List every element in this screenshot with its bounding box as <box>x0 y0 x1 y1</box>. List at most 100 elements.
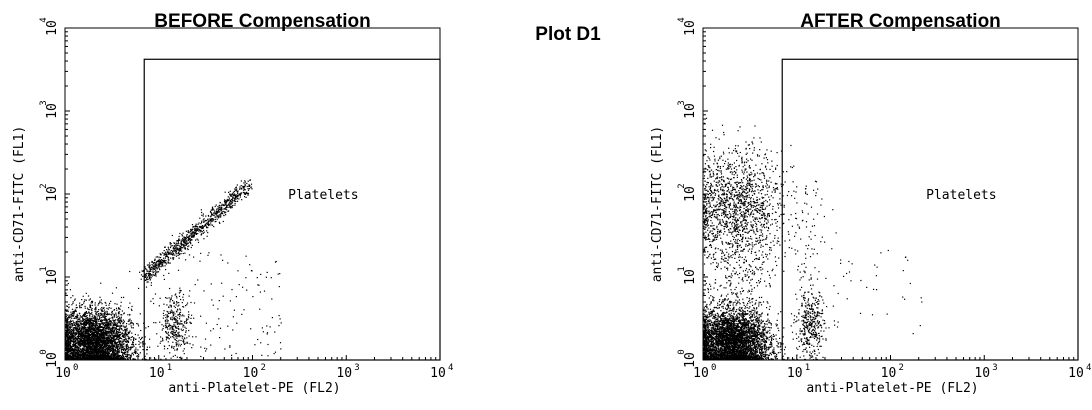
data-point <box>211 224 214 226</box>
data-point <box>94 351 96 354</box>
data-point <box>142 343 144 345</box>
data-point <box>90 350 92 352</box>
data-point <box>160 340 162 342</box>
data-point <box>77 330 79 332</box>
data-point <box>116 324 118 326</box>
data-point <box>77 326 79 328</box>
data-point <box>80 349 82 351</box>
data-point <box>109 345 111 347</box>
data-point <box>165 254 168 256</box>
data-point <box>65 310 67 312</box>
data-point <box>115 322 117 324</box>
data-point <box>94 302 96 304</box>
data-point <box>155 269 157 271</box>
data-point <box>84 355 86 357</box>
data-point <box>149 267 151 269</box>
data-point <box>121 333 123 335</box>
data-point <box>110 340 113 342</box>
data-point <box>113 332 115 334</box>
data-point <box>83 341 85 343</box>
data-point <box>96 320 98 323</box>
data-point <box>96 311 99 313</box>
data-point <box>68 334 70 336</box>
data-point <box>199 229 201 231</box>
data-point <box>90 327 92 329</box>
data-point <box>85 329 87 331</box>
data-point <box>123 312 125 314</box>
data-point <box>209 218 212 220</box>
data-point <box>100 333 102 335</box>
data-point <box>122 355 125 357</box>
data-point <box>111 330 113 333</box>
data-point <box>76 354 78 356</box>
data-point <box>93 317 95 319</box>
data-point <box>89 321 91 323</box>
data-point <box>123 357 125 359</box>
data-point <box>98 315 100 317</box>
data-point <box>105 358 107 360</box>
data-point <box>65 324 67 327</box>
data-point <box>105 345 107 347</box>
data-point <box>90 325 92 327</box>
data-point <box>89 349 91 351</box>
data-point <box>87 319 90 322</box>
data-point <box>152 262 155 264</box>
data-point <box>106 326 108 328</box>
data-point <box>123 320 125 322</box>
data-point <box>175 242 177 244</box>
data-point <box>88 318 90 320</box>
data-point <box>234 200 236 202</box>
data-point <box>171 245 173 247</box>
data-point <box>69 289 71 291</box>
data-point <box>71 336 73 339</box>
data-point <box>103 345 105 347</box>
data-point <box>95 313 97 315</box>
data-point <box>74 346 76 348</box>
data-point <box>98 328 100 330</box>
data-point <box>72 301 74 303</box>
data-point <box>108 358 110 360</box>
data-point <box>177 244 179 246</box>
data-point <box>100 312 102 314</box>
data-point <box>216 216 218 218</box>
data-point <box>67 356 69 358</box>
data-point <box>91 347 93 349</box>
data-point <box>211 206 214 208</box>
data-point <box>77 355 79 357</box>
data-point <box>73 335 75 337</box>
data-point <box>107 332 109 334</box>
data-point <box>77 344 80 346</box>
data-point <box>104 339 106 341</box>
data-point <box>124 329 126 331</box>
data-point <box>120 296 123 299</box>
data-point <box>113 321 115 323</box>
data-point <box>76 337 78 339</box>
data-point <box>69 332 71 334</box>
data-point <box>109 350 111 352</box>
data-point <box>73 333 75 335</box>
data-point <box>234 204 236 206</box>
data-point <box>91 336 93 338</box>
data-point <box>69 327 71 329</box>
data-point <box>245 196 247 198</box>
data-point <box>79 342 81 344</box>
data-point <box>113 354 115 356</box>
data-point <box>124 347 126 349</box>
data-point <box>86 321 88 323</box>
data-point <box>76 336 78 338</box>
data-point <box>65 327 67 329</box>
data-point <box>117 335 119 338</box>
data-point <box>105 302 107 304</box>
data-point <box>90 343 92 345</box>
data-point <box>96 337 98 339</box>
data-point <box>244 186 246 188</box>
data-point <box>65 356 67 358</box>
data-point <box>129 318 131 320</box>
data-point <box>113 339 115 342</box>
data-point <box>243 187 245 189</box>
data-point <box>83 322 85 324</box>
data-point <box>93 339 96 341</box>
data-point <box>141 342 143 344</box>
data-point <box>170 257 172 259</box>
data-point <box>98 309 100 311</box>
